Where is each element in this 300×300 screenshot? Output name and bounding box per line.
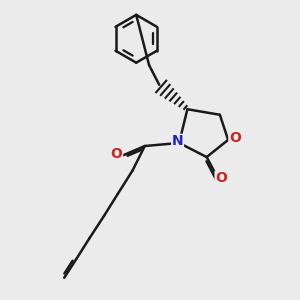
Text: O: O (229, 131, 241, 146)
Text: O: O (111, 147, 122, 161)
Text: N: N (172, 134, 183, 148)
Text: O: O (215, 172, 227, 185)
